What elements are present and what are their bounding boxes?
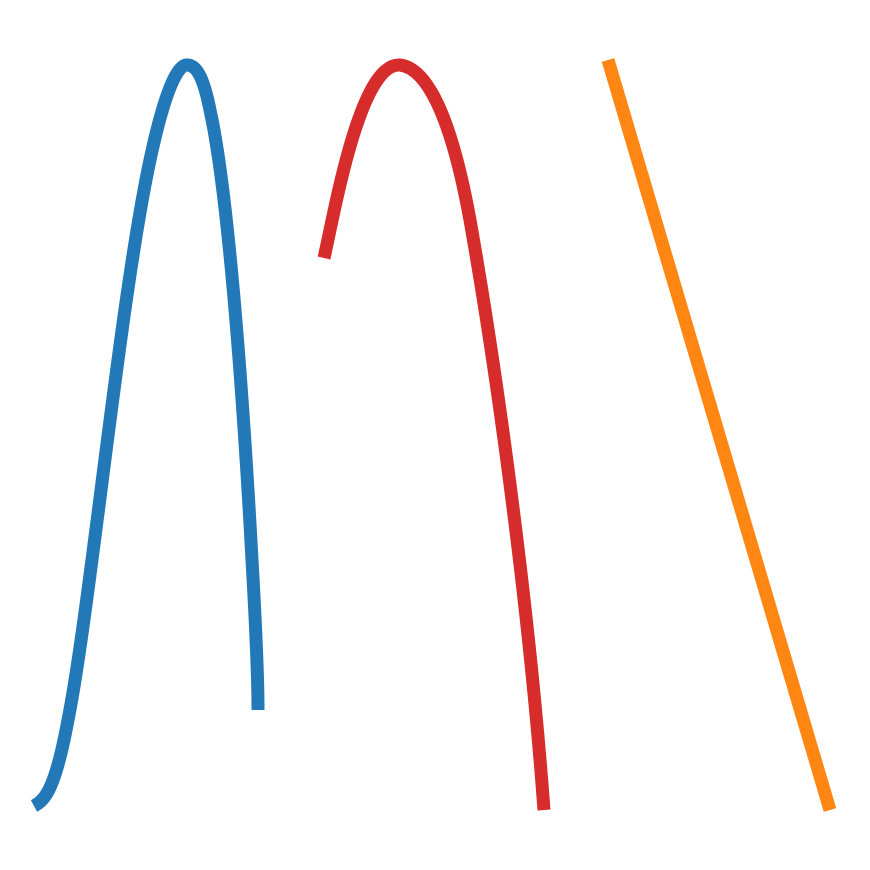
blue-curve xyxy=(30,58,265,812)
orange-line xyxy=(601,58,837,812)
red-curve xyxy=(317,58,551,811)
